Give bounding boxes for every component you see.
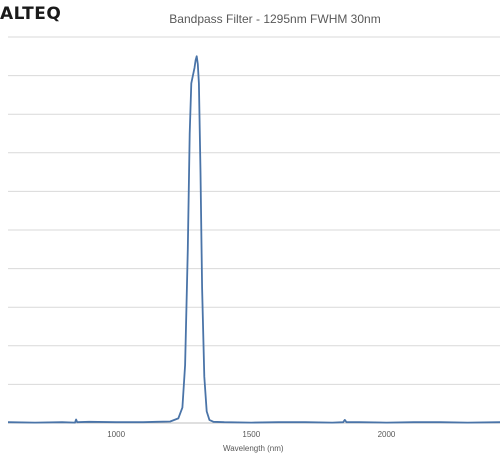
x-tick-label: 1500 bbox=[242, 430, 260, 439]
chart-title: Bandpass Filter - 1295nm FWHM 30nm bbox=[169, 12, 381, 26]
x-tick-label: 1000 bbox=[107, 430, 125, 439]
x-axis-title: Wavelength (nm) bbox=[223, 444, 284, 453]
brand-logo: ALTEQ bbox=[0, 4, 62, 24]
gridlines bbox=[8, 36, 500, 385]
series-group bbox=[7, 55, 500, 424]
x-tick-labels: 1000 1500 2000 bbox=[107, 430, 396, 439]
series-line bbox=[7, 55, 500, 424]
x-tick-label: 2000 bbox=[378, 430, 396, 439]
